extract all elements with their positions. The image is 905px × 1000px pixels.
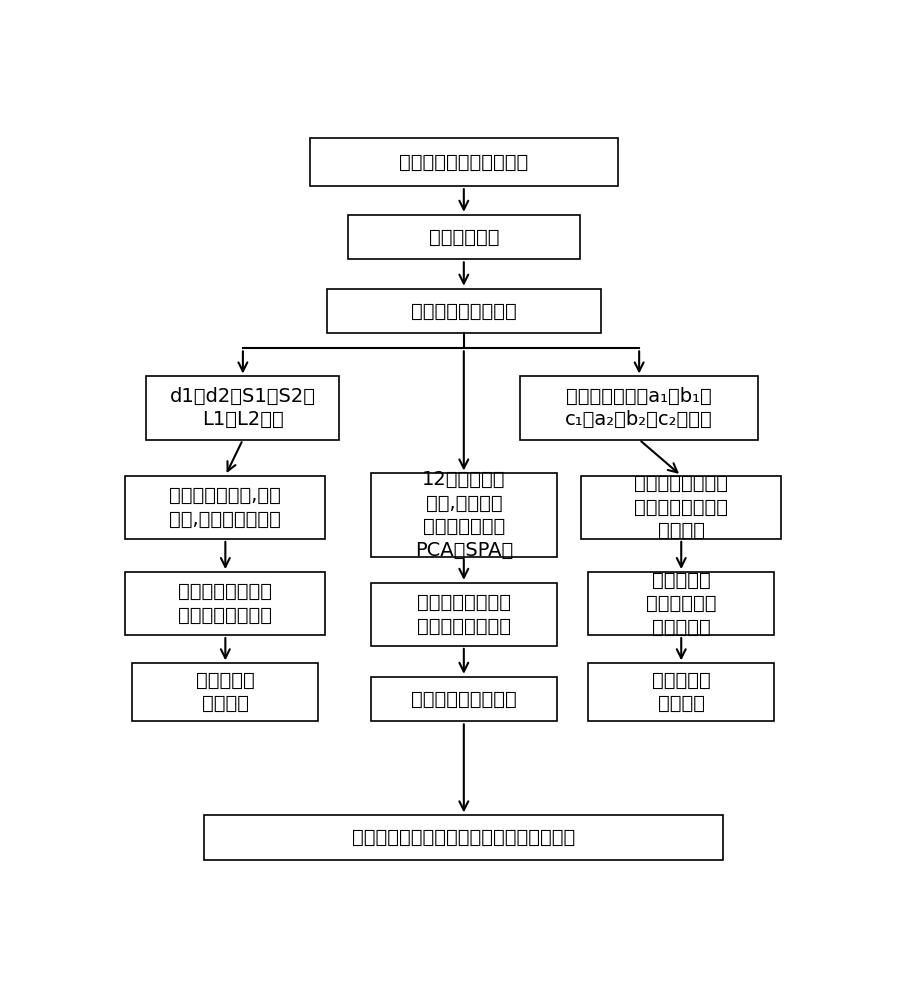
Text: d1、d2、S1、S2、
L1、L2提取: d1、d2、S1、S2、 L1、L2提取 (170, 387, 316, 429)
Text: 验证集样品评价模型: 验证集样品评价模型 (411, 690, 517, 709)
Bar (205, 815, 723, 860)
Bar (588, 572, 774, 635)
Bar (581, 476, 781, 539)
Bar (126, 476, 325, 539)
Bar (126, 572, 325, 635)
Text: 比较并判断模型准确度，得到最佳预测模型: 比较并判断模型准确度，得到最佳预测模型 (352, 828, 576, 847)
Bar (310, 138, 618, 186)
Bar (327, 289, 601, 333)
Text: 特征参数预处理，
变量筛选，消除参
数共线性: 特征参数预处理， 变量筛选，消除参 数共线性 (634, 474, 729, 540)
Text: 验证集样品
评价模型: 验证集样品 评价模型 (196, 671, 254, 713)
Text: 样品采集（具有代表性）: 样品采集（具有代表性） (399, 153, 529, 172)
Text: 多元函数拟合：a₁、b₁、
c₁、a₂、b₂、c₂的提取: 多元函数拟合：a₁、b₁、 c₁、a₂、b₂、c₂的提取 (566, 387, 713, 429)
Text: 特征参数预处理,变量
筛选,消除参数共线性: 特征参数预处理,变量 筛选,消除参数共线性 (169, 486, 281, 529)
Text: 位移信息采集: 位移信息采集 (429, 228, 499, 247)
Text: 新鲜度评价指标测定: 新鲜度评价指标测定 (411, 301, 517, 320)
Bar (371, 473, 557, 557)
Bar (371, 583, 557, 646)
Bar (147, 376, 339, 440)
Text: 分为校正集和验证
集，建立预测模型: 分为校正集和验证 集，建立预测模型 (417, 593, 510, 636)
Text: 分为校正集
和验证集，建
立预测模型: 分为校正集 和验证集，建 立预测模型 (646, 571, 717, 637)
Text: 分为校正集和验证
集，建立预测模型: 分为校正集和验证 集，建立预测模型 (178, 582, 272, 625)
Text: 12特征参数预
处理,变量筛选
消除共线性（如
PCA、SPA）: 12特征参数预 处理,变量筛选 消除共线性（如 PCA、SPA） (414, 470, 513, 560)
Bar (588, 663, 774, 721)
Text: 验证集样品
评价模型: 验证集样品 评价模型 (652, 671, 710, 713)
Bar (371, 677, 557, 721)
Bar (132, 663, 319, 721)
Bar (519, 376, 758, 440)
Bar (348, 215, 579, 259)
